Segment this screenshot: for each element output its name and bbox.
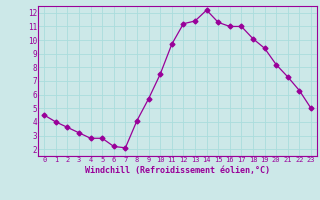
X-axis label: Windchill (Refroidissement éolien,°C): Windchill (Refroidissement éolien,°C)	[85, 166, 270, 175]
